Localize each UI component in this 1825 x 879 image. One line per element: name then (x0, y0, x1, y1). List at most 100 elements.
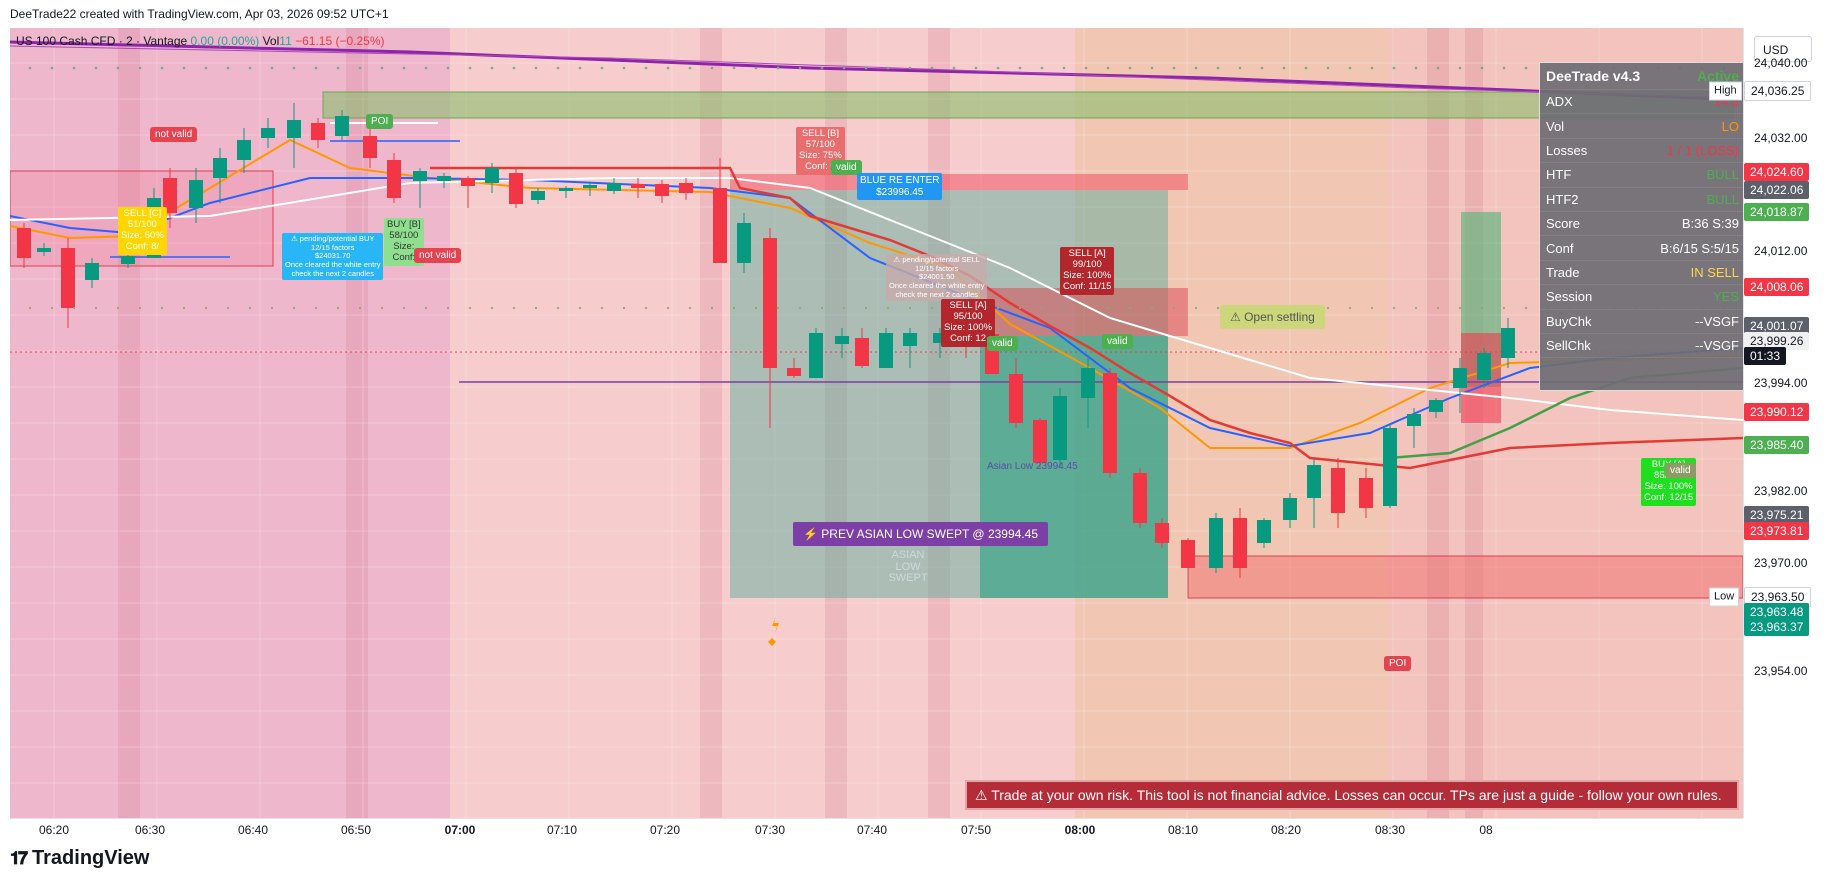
candle-body (237, 140, 251, 160)
time-axis[interactable]: 06:20 06:30 06:40 06:50 07:00 07:10 07:20 07:30… (10, 818, 1743, 841)
price-label: 23,973.81 (1744, 522, 1810, 540)
trail-dot (1150, 306, 1154, 310)
trail-dot (1436, 306, 1440, 310)
trail-dot (798, 66, 802, 70)
dashboard-row: Conf B:6/15 S:5/15 (1540, 236, 1743, 261)
candle-body (61, 248, 75, 308)
candle-body (1155, 523, 1169, 543)
candle-body (1307, 465, 1321, 498)
time-tick: 06:40 (237, 823, 269, 837)
trail-dot (952, 66, 956, 70)
sell-c-signal: SELL [C] 51/100 Size: 50% Conf: 8/ (118, 207, 167, 255)
blue-re-enter-signal: BLUE RE ENTER $23996.45 (857, 173, 943, 200)
dashboard-row-value: --VSGF (1694, 338, 1739, 354)
trail-dot (512, 306, 516, 310)
candle-body (1453, 368, 1467, 388)
dashboard-row-value: LO (1721, 118, 1739, 134)
price-axis[interactable]: USD 24,040.0024,032.0024,028.0024,016.00… (1709, 28, 1825, 818)
candle-body (163, 178, 177, 213)
candle-body (1233, 518, 1247, 568)
candle-body (287, 120, 301, 138)
trail-dot (644, 306, 648, 310)
trail-dot (886, 306, 890, 310)
dashboard-title: DeeTrade v4.3 (1546, 68, 1641, 84)
currency-selector[interactable]: USD (1754, 36, 1812, 62)
trail-dot (1370, 66, 1374, 70)
dashboard-row-value: B:6/15 S:5/15 (1660, 240, 1739, 256)
poi-tag: POI (366, 114, 394, 129)
dashboard-row-value: IN SELL (1690, 264, 1739, 280)
trail-dot (1524, 306, 1528, 310)
sell-entry-zone (730, 174, 1188, 190)
price-label: 01:33 (1744, 347, 1787, 365)
price-label-text: 01:33 (1750, 349, 1781, 363)
price-label-text: 23,963.50 (1751, 590, 1805, 604)
trail-dot (314, 66, 318, 70)
candle-body (655, 184, 669, 196)
trail-dot (292, 66, 296, 70)
time-tick: 07:30 (754, 823, 786, 837)
trail-dot (930, 66, 934, 70)
trail-dot (1040, 66, 1044, 70)
trail-dot (380, 66, 384, 70)
candle-body (787, 368, 801, 376)
tradingview-logo-icon: 𝟏𝟕 (10, 847, 28, 868)
trail-dot (380, 306, 384, 310)
dashboard-row: Vol LO (1540, 114, 1743, 139)
trail-dot (1480, 306, 1484, 310)
symbol-name[interactable]: US 100 Cash CFD · 2 · Vantage (16, 34, 188, 48)
candle-body (37, 248, 51, 252)
candle-body (1501, 328, 1515, 358)
trail-dot (996, 66, 1000, 70)
trail-dot (776, 306, 780, 310)
price-tick: 24,032.00 (1754, 131, 1808, 145)
trail-dot (50, 306, 54, 310)
dashboard-row-label: Conf (1546, 240, 1574, 256)
price-label-text: 24,024.60 (1750, 165, 1804, 179)
time-tick: 08:10 (1167, 823, 1199, 837)
price-label-text: 24,001.07 (1750, 319, 1804, 333)
price-label-text: 24,018.87 (1750, 205, 1804, 219)
trail-dot (732, 306, 736, 310)
price-chart[interactable] (10, 28, 1743, 818)
time-tick: 08:20 (1270, 823, 1302, 837)
candle-body (855, 338, 869, 366)
trail-dot (1062, 306, 1066, 310)
trail-dot (116, 306, 120, 310)
dashboard-row-label: BuyChk (1546, 313, 1592, 329)
trail-dot (1348, 306, 1352, 310)
trail-dot (424, 306, 428, 310)
trail-dot (644, 66, 648, 70)
trail-dot (1194, 306, 1198, 310)
diamond-marker (768, 638, 776, 646)
trail-dot (1238, 66, 1242, 70)
trail-dot (358, 66, 362, 70)
time-tick: 07:50 (960, 823, 992, 837)
candle-body (737, 223, 751, 263)
ema-slow (10, 45, 1743, 99)
price-label-text: 24,036.25 (1751, 84, 1805, 98)
time-tick: 06:20 (38, 823, 70, 837)
candle-body (1103, 373, 1117, 473)
trail-dot (688, 306, 692, 310)
trail-dot (732, 66, 736, 70)
dashboard-row: HTF BULL (1540, 163, 1743, 188)
chart-pane[interactable]: US 100 Cash CFD · 2 · Vantage 0.00 (0.00… (10, 28, 1743, 818)
time-tick: 06:50 (340, 823, 372, 837)
tradingview-logo[interactable]: 𝟏𝟕 TradingView (10, 838, 149, 878)
trail-dot (226, 66, 230, 70)
dashboard-row: BuyChk --VSGF (1540, 310, 1743, 334)
valid-tag-2: valid (987, 336, 1018, 351)
price-label-text: 23,973.81 (1750, 524, 1804, 538)
trail-dot (314, 306, 318, 310)
trail-dot (446, 66, 450, 70)
trail-dot (446, 306, 450, 310)
candle-body (1181, 540, 1195, 568)
trail-dot (116, 66, 120, 70)
price-label: 23,999.26 (1744, 332, 1810, 350)
not-valid-tag: not valid (150, 127, 198, 142)
trail-dot (182, 306, 186, 310)
symbol-legend[interactable]: US 100 Cash CFD · 2 · Vantage 0.00 (0.00… (16, 34, 385, 48)
trail-dot (1414, 66, 1418, 70)
dashboard-row-label: ADX (1546, 94, 1573, 110)
